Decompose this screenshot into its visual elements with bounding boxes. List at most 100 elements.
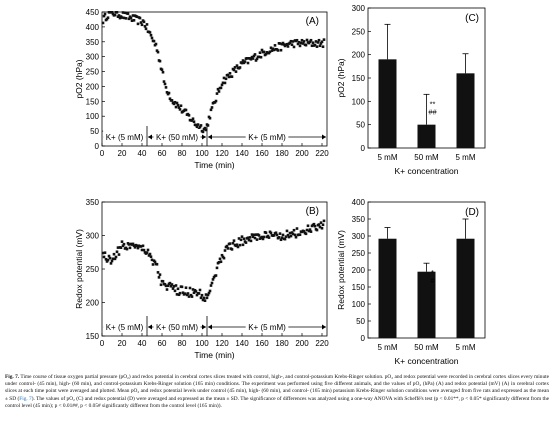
data-point <box>181 291 185 295</box>
data-point <box>258 51 262 55</box>
data-point <box>261 237 265 241</box>
data-point <box>322 38 326 41</box>
time-course-po2-chart: 0 50 100 150 200 250 300 350 400 450 0 20 40 60 80 100 1… <box>74 8 329 170</box>
data-point <box>164 284 168 288</box>
data-point <box>304 232 308 236</box>
data-point <box>154 42 158 46</box>
panel-label: (A) <box>306 16 319 27</box>
data-point <box>246 236 250 240</box>
data-point <box>259 55 263 59</box>
segment-label: K+ (50 mM) <box>156 323 198 332</box>
data-point <box>276 49 280 52</box>
data-point <box>106 16 110 20</box>
x-tick-label: 60 <box>158 339 167 348</box>
data-point <box>210 281 214 285</box>
data-point <box>214 274 218 277</box>
y-axis-label: Redox potential (mV) <box>336 230 346 310</box>
data-point <box>254 233 258 236</box>
data-point <box>320 40 324 44</box>
data-point <box>233 66 237 69</box>
data-point <box>285 42 289 46</box>
data-point <box>250 55 254 59</box>
segment-label: K+ (5 mM) <box>248 133 286 142</box>
y-tick-label: 250 <box>352 27 366 36</box>
data-point <box>105 260 109 263</box>
data-point <box>129 16 133 20</box>
data-point <box>283 237 287 241</box>
x-tick-label: 180 <box>275 149 289 158</box>
data-point <box>131 242 135 246</box>
data-point <box>243 60 247 63</box>
data-point <box>308 40 312 44</box>
y-axis-label: pO2 (hPa) <box>74 59 84 98</box>
data-point <box>165 91 169 94</box>
data-point <box>274 231 278 235</box>
data-point <box>298 44 302 48</box>
significance-marker: ## <box>428 107 437 116</box>
data-point <box>132 19 136 22</box>
data-point <box>318 44 322 48</box>
data-point <box>228 242 232 245</box>
data-point <box>220 253 224 257</box>
data-point <box>306 224 310 228</box>
caption-text-part2: ). The values of pO₂ (C) and redox poten… <box>5 395 549 409</box>
data-point <box>149 255 153 259</box>
data-point <box>173 100 177 104</box>
data-point <box>177 293 181 297</box>
x-tick-label: 140 <box>235 339 249 348</box>
data-point <box>120 240 124 243</box>
data-point <box>161 280 165 283</box>
plot-frame <box>101 201 328 337</box>
data-point <box>202 296 206 300</box>
data-point <box>102 255 106 259</box>
data-point <box>197 292 201 295</box>
data-point <box>145 23 149 26</box>
data-point <box>318 225 322 229</box>
data-point <box>213 101 217 104</box>
data-point <box>319 42 323 45</box>
data-series <box>101 219 326 303</box>
data-point <box>163 283 167 286</box>
y-tick-label: 50 <box>90 127 99 136</box>
data-point <box>117 253 121 256</box>
data-point <box>240 235 244 238</box>
data-point <box>277 236 281 239</box>
data-point <box>126 12 130 15</box>
data-point <box>121 11 125 14</box>
data-point <box>190 295 194 298</box>
data-point <box>308 228 312 231</box>
data-point <box>115 250 119 254</box>
data-point <box>156 271 160 274</box>
data-point <box>174 105 178 109</box>
data-point <box>289 234 293 238</box>
data-point <box>254 59 258 62</box>
data-point <box>189 293 193 297</box>
y-tick-label: 350 <box>352 215 366 224</box>
data-point <box>211 278 215 281</box>
data-point <box>192 291 196 295</box>
data-point <box>111 257 115 261</box>
bar <box>378 59 397 149</box>
data-point <box>317 223 321 226</box>
data-point <box>296 42 300 46</box>
x-tick-label: 180 <box>275 339 289 348</box>
data-point <box>191 288 195 291</box>
data-point <box>209 284 213 287</box>
x-tick-label: 80 <box>178 339 187 348</box>
data-point <box>173 289 177 293</box>
figure-link[interactable]: Fig. 7 <box>19 395 32 402</box>
data-point <box>161 70 165 74</box>
data-point <box>224 77 228 81</box>
data-point <box>212 275 216 279</box>
y-tick-label: 50 <box>356 121 365 130</box>
data-point <box>264 52 268 56</box>
x-tick-label: 40 <box>138 339 147 348</box>
data-point <box>192 120 196 123</box>
data-point <box>246 61 250 65</box>
figure-caption: Fig. 7. Time course of tissue oxygen par… <box>5 374 549 410</box>
data-point <box>255 238 259 241</box>
data-point <box>291 232 295 236</box>
data-point <box>130 19 134 23</box>
data-point <box>245 57 249 60</box>
x-tick-label: 60 <box>158 149 167 158</box>
